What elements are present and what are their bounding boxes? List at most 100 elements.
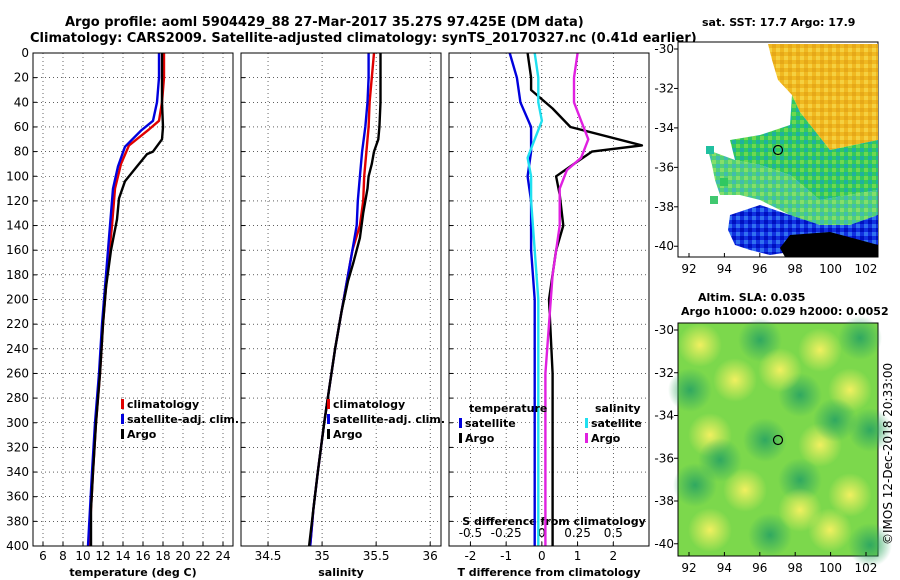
sst-argo-location-marker [772,144,784,156]
legend-label: Argo [127,428,157,441]
map-y-tick-label: -34 [654,121,674,135]
x-tick-label: 1 [574,549,582,563]
sla-map: Altim. SLA: 0.035 Argo h1000: 0.029 h200… [654,291,892,575]
map-y-tick-label: -40 [654,239,674,253]
legend-label: climatology [127,398,199,411]
series-t-argo [526,52,644,546]
x2-tick-label: 0.25 [564,526,591,540]
x-axis-label: temperature (deg C) [69,566,196,579]
y-tick-label: 260 [6,366,29,380]
x2-axis-label: S difference from climatology [462,515,646,528]
panel-frame [448,52,650,547]
series-s-argo [544,52,590,546]
x2-tick-label: -0.25 [491,526,522,540]
y-tick-label: 200 [6,293,29,307]
sst-black-region [780,232,878,257]
map-x-tick-label: 98 [788,561,803,575]
legend-swatch [121,429,124,439]
legend-label: satellite-adj. clim. [333,413,445,426]
header-line1: Argo profile: aoml 5904429_88 27-Mar-201… [65,15,584,30]
x-tick-label: 34.5 [255,549,282,563]
sla-blob [713,358,757,402]
map-y-tick-label: -30 [654,42,674,56]
legend-swatch [459,418,462,428]
x-axis-label: salinity [318,566,364,579]
x2-tick-label: 0.5 [604,526,623,540]
map-y-tick-label: -32 [654,81,674,95]
sla-map-axes: 92 94 96 98 100 102 -30 -32 -34 -36 -38 -40 [654,323,877,575]
sst-pixel [720,178,728,186]
sla-blob [668,368,712,412]
legend-label: Argo [591,432,621,445]
sst-map: sat. SST: 17.7 Argo: 17.9 92 94 96 98 100 102… [654,16,879,276]
map-x-tick-label: 94 [717,561,732,575]
panel-frame [32,52,234,547]
sla-blob [838,316,882,360]
panel-salinity: 34.5 35 35.5 36 salinity climatology satellite… [240,52,445,579]
x-tick-label: 22 [195,549,210,563]
x-tick-label: 24 [215,549,230,563]
sla-argo-location-marker [772,434,784,446]
sst-mid-region [730,95,878,200]
y-tick-label: 120 [6,194,29,208]
sst-pixel [710,196,718,204]
legend-label: satellite [465,417,516,430]
legend-swatch [459,433,462,443]
legend-label: satellite [591,417,642,430]
sla-blobs [668,316,892,567]
series-argo [89,53,165,546]
series-s-satellite [526,52,544,546]
sst-pixel [706,146,714,154]
map-x-tick-label: 102 [855,262,878,276]
legend-swatch [585,433,588,443]
panel-frame [240,52,442,547]
map-x-tick-label: 100 [819,262,842,276]
legend-swatch [327,399,330,409]
legend-label: satellite-adj. clim. [127,413,239,426]
panel-difference: -2 -1 0 1 2 -0.5 -0.25 0 0.25 0.5S difference fro… [448,52,650,579]
legend-swatch [121,399,124,409]
sla-map-title2: Argo h1000: 0.029 h2000: 0.0052 [681,305,889,318]
y-tick-label: 280 [6,391,29,405]
y-tick-label: 300 [6,416,29,430]
sst-map-title: sat. SST: 17.7 Argo: 17.9 [702,16,855,29]
y-tick-label: 360 [6,490,29,504]
y-tick-label: 380 [6,514,29,528]
legend-swatch [121,414,124,424]
sst-warm-region [768,44,878,150]
series-satellite-adj-clim- [86,53,161,547]
y-tick-label: 180 [6,268,29,282]
sla-blob [813,398,857,442]
map-x-tick-label: 94 [717,262,732,276]
x-tick-label: 16 [135,549,150,563]
y-tick-label: 40 [14,95,29,109]
map-y-tick-label: -30 [654,323,674,337]
legend-swatch [585,418,588,428]
x-tick-label: 18 [155,549,170,563]
y-tick-label: 220 [6,317,29,331]
y-tick-label: 80 [14,145,29,159]
imos-watermark: ©IMOS 12-Dec-2018 20:33:00 [881,363,895,545]
map-x-tick-label: 98 [788,262,803,276]
legend-swatch [327,414,330,424]
x-tick-label: 20 [175,549,190,563]
x-tick-label: 2 [609,549,617,563]
series-climatology [87,53,166,547]
y-tick-label: 400 [6,539,29,553]
map-x-tick-label: 92 [681,561,696,575]
legend-label: Argo [333,428,363,441]
y-tick-label: 340 [6,465,29,479]
legend-title-temperature: temperature [469,402,547,415]
y-tick-label: 100 [6,169,29,183]
series-argo [307,53,382,547]
x-tick-label: 6 [39,549,47,563]
legend-swatch [327,429,330,439]
sla-blob [698,438,742,482]
x-tick-label: -2 [464,549,476,563]
map-x-tick-label: 96 [752,561,767,575]
map-y-tick-label: -32 [654,366,674,380]
sla-blob [798,328,842,372]
x2-tick-label: 0 [538,526,546,540]
sla-blob [758,348,802,392]
